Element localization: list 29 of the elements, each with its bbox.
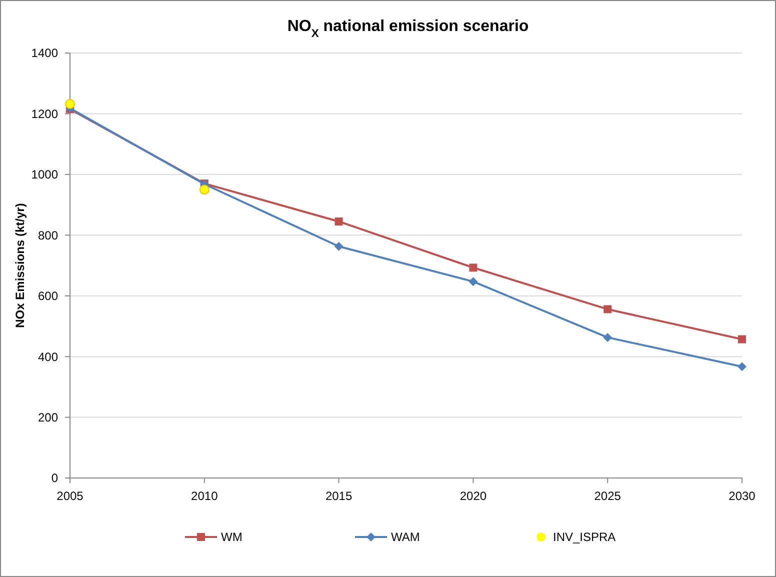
point [604, 305, 612, 314]
x-tick-label: 2010 [191, 489, 218, 503]
x-tick-label: 2015 [325, 489, 352, 503]
legend-label: WM [221, 530, 242, 544]
point [334, 217, 343, 226]
x-tick-label: 2025 [594, 489, 622, 503]
chart-title: NO$_{X}$ national emission scenario [287, 18, 529, 40]
point [469, 264, 478, 272]
y-tick-label: 400 [38, 350, 58, 364]
point [199, 184, 210, 195]
legend-label: WAM [391, 530, 420, 544]
y-tick-label: 1200 [31, 106, 58, 121]
y-tick-label: 0 [51, 471, 58, 486]
y-tick-label: 1400 [31, 46, 58, 60]
y-tick-label: 1000 [31, 168, 58, 182]
x-tick-label: 2030 [728, 489, 756, 503]
y-tick-label: 600 [38, 289, 58, 304]
point [334, 242, 344, 251]
x-tick-label: 2005 [56, 489, 84, 503]
point [603, 332, 612, 342]
y-tick-label: 800 [38, 228, 58, 242]
legend-label: INV_ISPRA [553, 530, 616, 544]
y-tick-label: 200 [38, 410, 58, 424]
point [738, 362, 746, 372]
x-tick-label: 2020 [460, 489, 487, 503]
point [738, 335, 746, 344]
y-axis-title: NOx Emissions (kt/yr) [13, 203, 27, 328]
point [468, 277, 478, 286]
point [65, 99, 75, 109]
